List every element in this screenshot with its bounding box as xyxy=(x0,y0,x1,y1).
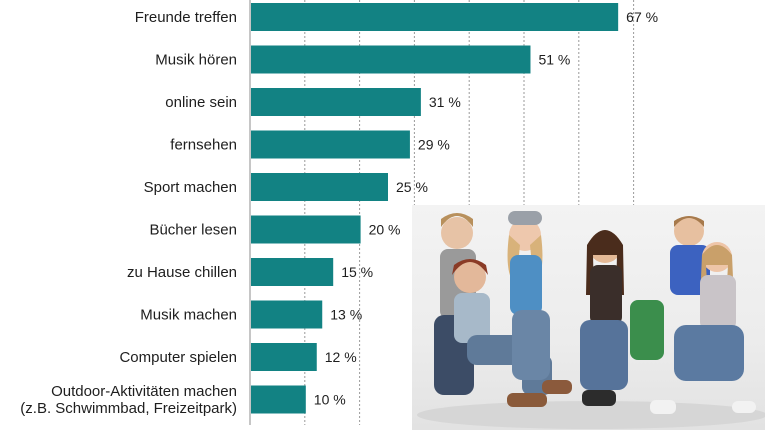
category-label: Outdoor-Aktivitäten machen xyxy=(51,383,237,400)
bar xyxy=(251,215,361,244)
value-label: 13 % xyxy=(330,307,362,323)
bar xyxy=(251,3,619,31)
value-label: 15 % xyxy=(341,264,373,280)
bar xyxy=(251,88,421,116)
category-label: zu Hause chillen xyxy=(127,264,237,281)
value-label: 20 % xyxy=(369,222,401,238)
bar xyxy=(251,385,306,414)
value-label: 12 % xyxy=(325,349,357,365)
value-label: 67 % xyxy=(626,9,658,25)
value-label: 10 % xyxy=(314,392,346,408)
value-label: 25 % xyxy=(396,179,428,195)
bar xyxy=(251,45,531,74)
category-label: Computer spielen xyxy=(119,349,237,366)
teenagers-illustration xyxy=(417,211,765,429)
category-label: Bücher lesen xyxy=(149,222,237,239)
category-label: online sein xyxy=(165,94,237,111)
value-label: 51 % xyxy=(538,52,570,68)
bar xyxy=(251,300,323,329)
category-label: (z.B. Schwimmbad, Freizeitpark) xyxy=(20,400,237,417)
bar xyxy=(251,130,410,159)
category-label: Freunde treffen xyxy=(135,9,237,26)
bar xyxy=(251,173,388,201)
teenagers-photo xyxy=(412,205,765,430)
bar xyxy=(251,343,317,371)
category-label: Musik machen xyxy=(140,307,237,324)
category-label: Sport machen xyxy=(144,179,237,196)
bar xyxy=(251,258,334,286)
value-label: 31 % xyxy=(429,94,461,110)
value-label: 29 % xyxy=(418,137,450,153)
category-label: fernsehen xyxy=(170,137,237,154)
category-label: Musik hören xyxy=(155,52,237,69)
